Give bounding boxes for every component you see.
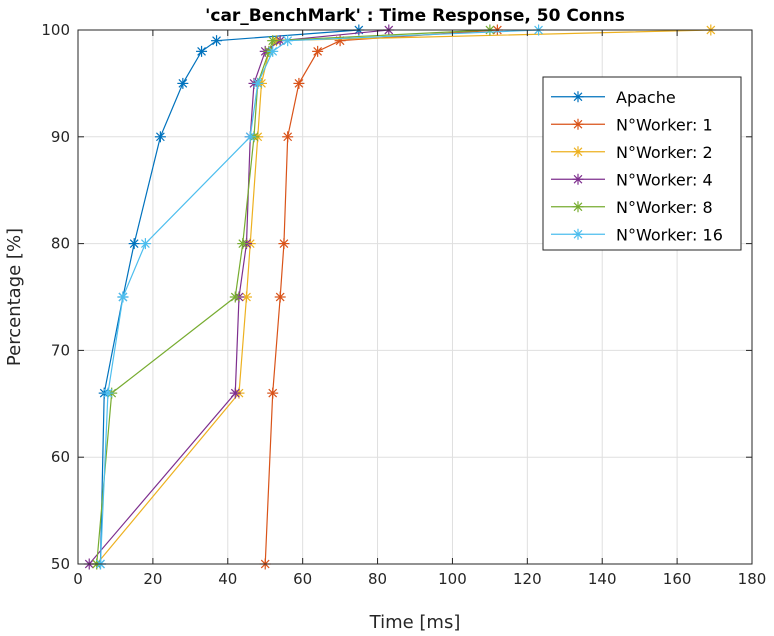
data-point [293, 77, 305, 89]
axis-ticks: 0 20 40 60 80 100 120 140 160 180 50 60 70 80 90 100 [41, 21, 766, 588]
legend-marker [572, 146, 584, 158]
legend-item: N°Worker: 1 [551, 115, 713, 134]
x-tick-label: 60 [293, 570, 312, 588]
data-point [229, 387, 241, 399]
legend-label: N°Worker: 16 [616, 225, 723, 244]
data-point [177, 77, 189, 89]
legend-marker [572, 201, 584, 213]
marker-stroke [230, 292, 240, 302]
data-point [267, 45, 279, 57]
y-tick-label: 70 [51, 341, 70, 359]
x-tick-label: 120 [513, 570, 542, 588]
marker-stroke [129, 239, 139, 248]
legend-label: N°Worker: 1 [616, 115, 713, 134]
x-axis-label: Time [ms] [369, 612, 461, 633]
marker-stroke [573, 92, 583, 102]
x-tick-label: 40 [218, 570, 237, 588]
data-point [117, 291, 129, 303]
marker-stroke [178, 79, 188, 88]
y-tick-label: 90 [51, 128, 70, 146]
marker-stroke [245, 132, 255, 142]
marker-stroke [253, 79, 263, 88]
marker-stroke [230, 388, 240, 398]
series-6 [94, 24, 545, 570]
legend-marker [572, 228, 584, 240]
y-tick-label: 60 [51, 448, 70, 466]
legend-label: Apache [616, 88, 676, 107]
data-point [278, 238, 290, 250]
data-point [102, 387, 114, 399]
data-point [196, 45, 208, 57]
legend-marker [572, 118, 584, 130]
y-tick-label: 100 [41, 21, 70, 39]
y-tick-label: 80 [51, 235, 70, 253]
legend-box [542, 76, 742, 251]
marker-stroke [294, 79, 304, 88]
legend-label: N°Worker: 4 [616, 170, 713, 189]
data-point [252, 77, 264, 89]
marker-stroke [573, 174, 583, 184]
x-tick-label: 0 [73, 570, 83, 588]
legend-item: N°Worker: 2 [551, 143, 713, 162]
legend-label: N°Worker: 8 [616, 198, 713, 217]
marker-stroke [283, 132, 293, 142]
marker-stroke [268, 388, 278, 398]
data-point [237, 238, 249, 250]
data-point [282, 35, 294, 47]
marker-stroke [155, 132, 165, 142]
marker-stroke [313, 46, 323, 56]
data-point [267, 387, 279, 399]
data-point [312, 45, 324, 57]
data-point [267, 35, 279, 47]
legend-item: Apache [551, 88, 676, 107]
x-tick-label: 80 [368, 570, 387, 588]
marker-stroke [275, 292, 285, 302]
data-point [128, 238, 140, 250]
x-tick-label: 100 [438, 570, 467, 588]
x-tick-label: 140 [588, 570, 617, 588]
data-point [154, 131, 166, 143]
data-point [274, 291, 286, 303]
legend-marker [572, 173, 584, 185]
data-point [211, 35, 223, 47]
legend-marker [572, 91, 584, 103]
legend: Apache N°Worker: 1 N°Worker: 2 N°Worker: 4 N… [542, 76, 742, 251]
legend-item: N°Worker: 4 [551, 170, 713, 189]
marker-stroke [573, 147, 583, 157]
marker-stroke [141, 239, 150, 248]
marker-stroke [268, 36, 278, 46]
marker-stroke [103, 388, 113, 398]
marker-stroke [212, 36, 221, 46]
y-axis-label: Percentage [%] [4, 228, 25, 366]
marker-stroke [238, 239, 248, 248]
marker-stroke [573, 202, 583, 212]
marker-stroke [573, 229, 583, 239]
legend-item: N°Worker: 16 [551, 225, 723, 244]
marker-stroke [118, 292, 128, 302]
legend-label: N°Worker: 2 [616, 143, 713, 162]
y-tick-label: 50 [51, 555, 70, 573]
x-tick-label: 160 [663, 570, 692, 588]
plot-area-border [77, 29, 753, 565]
data-point [229, 291, 241, 303]
data-point [244, 131, 256, 143]
marker-stroke [573, 119, 583, 129]
marker-stroke [268, 46, 278, 56]
chart-title: 'car_BenchMark' : Time Response, 50 Conn… [205, 6, 625, 26]
data-point [282, 131, 294, 143]
marker-stroke [197, 46, 206, 56]
marker-stroke [283, 36, 293, 46]
legend-item: N°Worker: 8 [551, 198, 713, 217]
marker-stroke [242, 292, 251, 302]
marker-stroke [279, 239, 289, 248]
series-layer [83, 24, 717, 570]
data-point [139, 238, 151, 250]
x-tick-label: 180 [738, 570, 767, 588]
x-tick-label: 20 [143, 570, 162, 588]
